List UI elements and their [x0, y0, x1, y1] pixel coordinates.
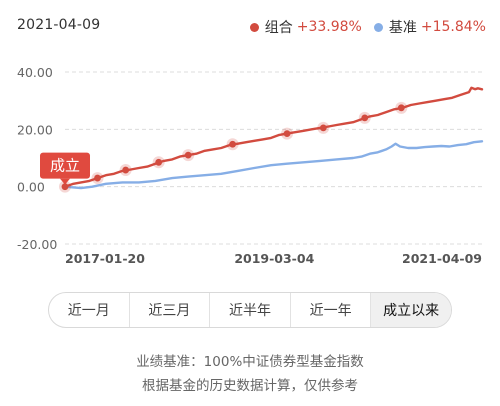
tab-6-months[interactable]: 近半年: [210, 293, 291, 327]
portfolio-marker: [319, 124, 327, 132]
benchmark-dot-icon: [373, 22, 383, 32]
x-tick-label: 2017-01-20: [65, 251, 145, 266]
portfolio-marker: [61, 183, 69, 191]
tab-since-inception[interactable]: 成立以来: [371, 293, 451, 327]
portfolio-marker: [122, 166, 130, 174]
inception-badge: [40, 152, 90, 179]
y-tick-label: 0.00: [17, 180, 45, 195]
legend-label: 组合: [264, 20, 293, 36]
portfolio-marker: [397, 104, 405, 112]
y-tick-label: 40.00: [17, 65, 53, 80]
legend-value: +33.98%: [296, 19, 362, 35]
legend-item-benchmark: 基准 +15.84%: [373, 17, 486, 37]
portfolio-series-line: [63, 86, 484, 188]
portfolio-marker: [361, 114, 369, 122]
portfolio-marker: [229, 140, 237, 148]
x-tick-label: 2019-03-04: [234, 251, 314, 266]
tab-1-year[interactable]: 近一年: [291, 293, 372, 327]
disclaimer-note: 根据基金的历史数据计算，仅供参考: [142, 378, 358, 394]
portfolio-dot-icon: [249, 22, 259, 32]
legend-value: +15.84%: [420, 19, 486, 35]
tab-1-month[interactable]: 近一月: [49, 293, 130, 327]
y-tick-label: 20.00: [17, 122, 53, 137]
benchmark-note: 业绩基准：100%中证债券型基金指数: [136, 354, 364, 370]
y-tick-label: -20.00: [17, 237, 57, 252]
portfolio-marker: [94, 174, 101, 182]
period-tabs: 近一月 近三月 近半年 近一年 成立以来: [48, 292, 452, 328]
current-date: 2021-04-09: [17, 17, 101, 33]
tab-3-months[interactable]: 近三月: [130, 293, 211, 327]
legend-label: 基准: [388, 20, 417, 36]
x-tick-label: 2021-04-09: [402, 251, 482, 266]
portfolio-marker: [155, 158, 163, 166]
chart-legend: 组合 +33.98% 基准 +15.84%: [249, 17, 486, 37]
inception-label: 成立: [50, 157, 80, 175]
portfolio-marker: [184, 151, 192, 159]
inception-badge-pointer: [60, 178, 70, 185]
benchmark-series-line: [63, 140, 484, 190]
legend-item-portfolio: 组合 +33.98%: [249, 17, 362, 37]
return-line-chart: 40.00 20.00 0.00 -20.00 2017-01-20 2019-03-04…: [17, 65, 484, 266]
portfolio-marker: [283, 130, 291, 138]
